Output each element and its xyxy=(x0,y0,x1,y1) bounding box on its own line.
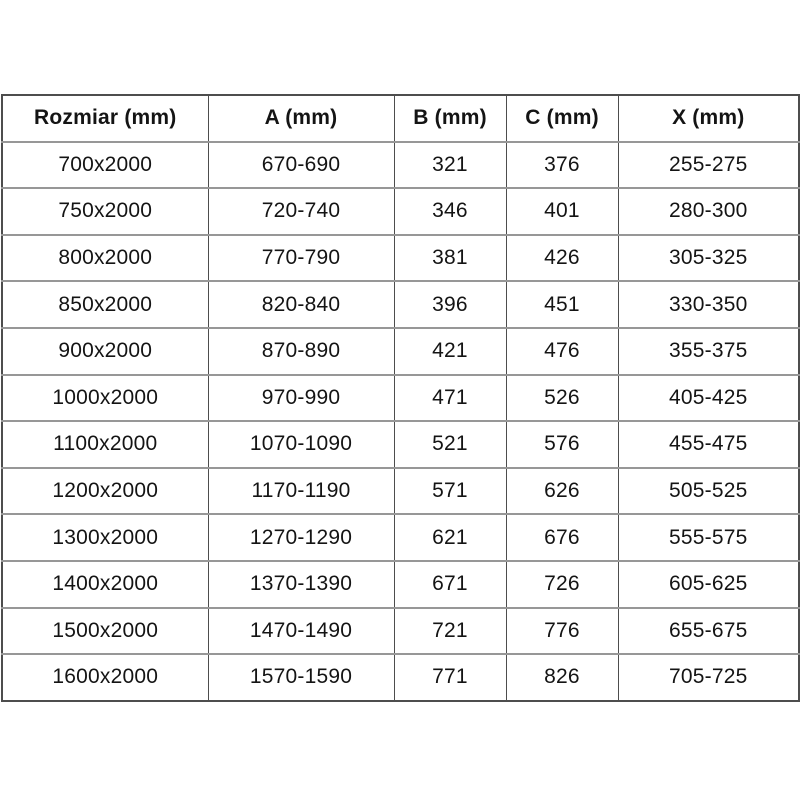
cell-size: 1100x2000 xyxy=(1,420,209,469)
cell-size: 750x2000 xyxy=(1,187,209,236)
cell-a: 720-740 xyxy=(207,187,395,236)
cell-size: 1000x2000 xyxy=(1,373,209,423)
cell-a: 1270-1290 xyxy=(207,513,395,562)
cell-x: 505-525 xyxy=(617,466,800,516)
cell-b: 321 xyxy=(393,140,507,190)
cell-b: 671 xyxy=(393,559,507,609)
cell-size: 1500x2000 xyxy=(1,606,209,656)
cell-a: 820-840 xyxy=(207,280,395,329)
cell-x: 355-375 xyxy=(617,326,800,376)
table-row: 850x2000 820-840 396 451 330-350 xyxy=(1,280,800,329)
cell-x: 555-575 xyxy=(617,513,800,562)
cell-x: 655-675 xyxy=(617,606,800,656)
table-row: 900x2000 870-890 421 476 355-375 xyxy=(1,326,800,376)
cell-a: 1170-1190 xyxy=(207,466,395,516)
cell-x: 280-300 xyxy=(617,187,800,236)
cell-a: 770-790 xyxy=(207,233,395,283)
cell-a: 970-990 xyxy=(207,373,395,423)
cell-b: 571 xyxy=(393,466,507,516)
cell-x: 305-325 xyxy=(617,233,800,283)
cell-b: 771 xyxy=(393,653,507,702)
cell-x: 405-425 xyxy=(617,373,800,423)
size-dimensions-table: Rozmiar (mm) A (mm) B (mm) C (mm) X (mm)… xyxy=(1,94,800,702)
cell-a: 670-690 xyxy=(207,140,395,190)
cell-b: 381 xyxy=(393,233,507,283)
cell-size: 1400x2000 xyxy=(1,559,209,609)
cell-x: 255-275 xyxy=(617,140,800,190)
cell-x: 330-350 xyxy=(617,280,800,329)
table-header-row: Rozmiar (mm) A (mm) B (mm) C (mm) X (mm) xyxy=(1,94,800,143)
cell-size: 800x2000 xyxy=(1,233,209,283)
cell-size: 900x2000 xyxy=(1,326,209,376)
cell-a: 1070-1090 xyxy=(207,420,395,469)
cell-size: 1300x2000 xyxy=(1,513,209,562)
table-row: 1200x2000 1170-1190 571 626 505-525 xyxy=(1,466,800,516)
cell-b: 471 xyxy=(393,373,507,423)
cell-size: 1200x2000 xyxy=(1,466,209,516)
cell-c: 451 xyxy=(505,280,619,329)
table-row: 1300x2000 1270-1290 621 676 555-575 xyxy=(1,513,800,562)
cell-size: 700x2000 xyxy=(1,140,209,190)
cell-c: 401 xyxy=(505,187,619,236)
cell-c: 526 xyxy=(505,373,619,423)
cell-a: 870-890 xyxy=(207,326,395,376)
cell-c: 776 xyxy=(505,606,619,656)
cell-a: 1570-1590 xyxy=(207,653,395,702)
cell-b: 621 xyxy=(393,513,507,562)
cell-c: 676 xyxy=(505,513,619,562)
table-row: 1600x2000 1570-1590 771 826 705-725 xyxy=(1,653,800,702)
cell-c: 576 xyxy=(505,420,619,469)
cell-size: 1600x2000 xyxy=(1,653,209,702)
cell-a: 1470-1490 xyxy=(207,606,395,656)
cell-c: 626 xyxy=(505,466,619,516)
column-header-b: B (mm) xyxy=(393,94,507,143)
cell-x: 605-625 xyxy=(617,559,800,609)
table-row: 1100x2000 1070-1090 521 576 455-475 xyxy=(1,420,800,469)
cell-b: 396 xyxy=(393,280,507,329)
table-row: 1000x2000 970-990 471 526 405-425 xyxy=(1,373,800,423)
cell-b: 421 xyxy=(393,326,507,376)
cell-a: 1370-1390 xyxy=(207,559,395,609)
table-row: 750x2000 720-740 346 401 280-300 xyxy=(1,187,800,236)
table-row: 1400x2000 1370-1390 671 726 605-625 xyxy=(1,559,800,609)
cell-c: 376 xyxy=(505,140,619,190)
table-row: 1500x2000 1470-1490 721 776 655-675 xyxy=(1,606,800,656)
column-header-rozmiar: Rozmiar (mm) xyxy=(1,94,209,143)
column-header-x: X (mm) xyxy=(617,94,800,143)
cell-b: 346 xyxy=(393,187,507,236)
cell-c: 476 xyxy=(505,326,619,376)
cell-x: 455-475 xyxy=(617,420,800,469)
cell-b: 521 xyxy=(393,420,507,469)
cell-c: 426 xyxy=(505,233,619,283)
cell-c: 826 xyxy=(505,653,619,702)
table-row: 700x2000 670-690 321 376 255-275 xyxy=(1,140,800,190)
cell-c: 726 xyxy=(505,559,619,609)
column-header-a: A (mm) xyxy=(207,94,395,143)
table-row: 800x2000 770-790 381 426 305-325 xyxy=(1,233,800,283)
column-header-c: C (mm) xyxy=(505,94,619,143)
cell-b: 721 xyxy=(393,606,507,656)
cell-x: 705-725 xyxy=(617,653,800,702)
cell-size: 850x2000 xyxy=(1,280,209,329)
